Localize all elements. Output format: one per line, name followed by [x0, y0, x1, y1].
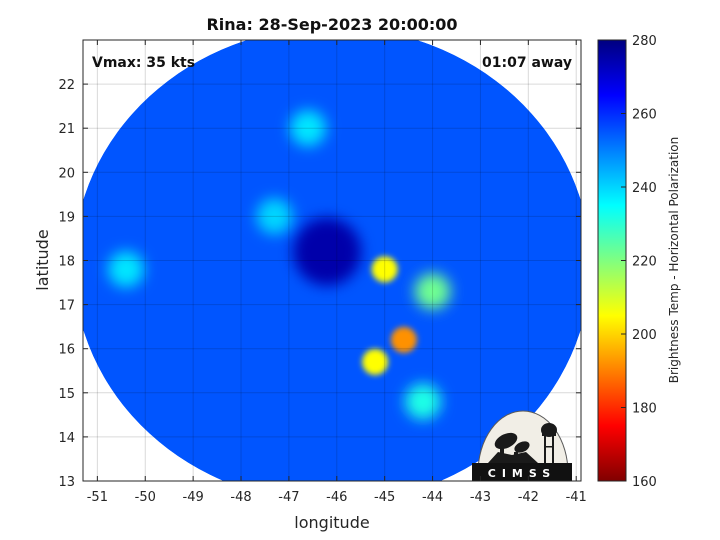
x-tick-label: -49	[183, 490, 204, 505]
x-tick-label: -46	[326, 490, 347, 505]
colorbar-tick-label: 160	[632, 475, 657, 490]
colorbar-tick-label: 220	[632, 255, 657, 270]
colorbar-tick-label: 280	[632, 34, 657, 49]
y-tick-label: 19	[58, 210, 75, 225]
feature-convection-1	[371, 256, 398, 283]
colorbar-tick-label: 260	[632, 108, 657, 123]
y-tick-label: 18	[58, 255, 75, 270]
y-tick-label: 20	[58, 166, 75, 181]
x-tick-label: -45	[374, 490, 395, 505]
feature-cold-core-0	[293, 217, 362, 286]
water-tower-icon	[541, 423, 557, 463]
feature-convection-7	[290, 110, 327, 147]
x-tick-label: -48	[230, 490, 251, 505]
y-axis-label: latitude	[33, 229, 52, 290]
y-tick-label: 14	[58, 431, 75, 446]
y-tick-label: 22	[58, 78, 75, 93]
colorbar-tick-label: 200	[632, 328, 657, 343]
y-tick-label: 16	[58, 343, 75, 358]
x-tick-label: -43	[470, 490, 491, 505]
satellite-dish-icon	[488, 432, 538, 463]
feature-convection-5	[404, 383, 441, 420]
colorbar-label: Brightness Temp - Horizontal Polarizatio…	[667, 137, 681, 384]
y-tick-label: 15	[58, 387, 75, 402]
colorbar-tick-label: 240	[632, 181, 657, 196]
chart-title: Rina: 28-Sep-2023 20:00:00	[206, 15, 457, 34]
cimss-logo: CIMSS	[472, 410, 572, 481]
y-tick-label: 13	[58, 475, 75, 490]
colorbar-tick-label: 180	[632, 402, 657, 417]
logo-band	[472, 463, 572, 481]
vmax-label: Vmax: 35 kts	[92, 55, 195, 71]
x-axis-ticks: -51 -50 -49 -48 -47 -46 -45 -44 -43 -42 -41	[87, 40, 587, 505]
feature-convection-6	[256, 198, 293, 235]
x-tick-label: -42	[518, 490, 539, 505]
brightness-temp-swath	[83, 40, 581, 481]
y-axis-ticks: 13 14 15 16 17 18 19 20 21 22	[58, 78, 581, 490]
x-tick-label: -47	[278, 490, 299, 505]
x-tick-label: -51	[87, 490, 108, 505]
colorbar-ticks: 160 180 200 220 240 260 280	[621, 34, 657, 490]
x-tick-label: -41	[566, 490, 587, 505]
feature-convection-4	[362, 348, 389, 375]
y-tick-label: 21	[58, 122, 75, 137]
x-axis-label: longitude	[294, 513, 369, 532]
y-tick-label: 17	[58, 299, 75, 314]
feature-convection-3	[390, 326, 417, 353]
logo-text: CIMSS	[488, 467, 556, 480]
feature-convection-2	[414, 273, 451, 310]
time-offset-label: 01:07 away	[482, 55, 572, 71]
x-tick-label: -50	[135, 490, 156, 505]
feature-convection-8	[108, 251, 145, 288]
x-tick-label: -44	[422, 490, 443, 505]
